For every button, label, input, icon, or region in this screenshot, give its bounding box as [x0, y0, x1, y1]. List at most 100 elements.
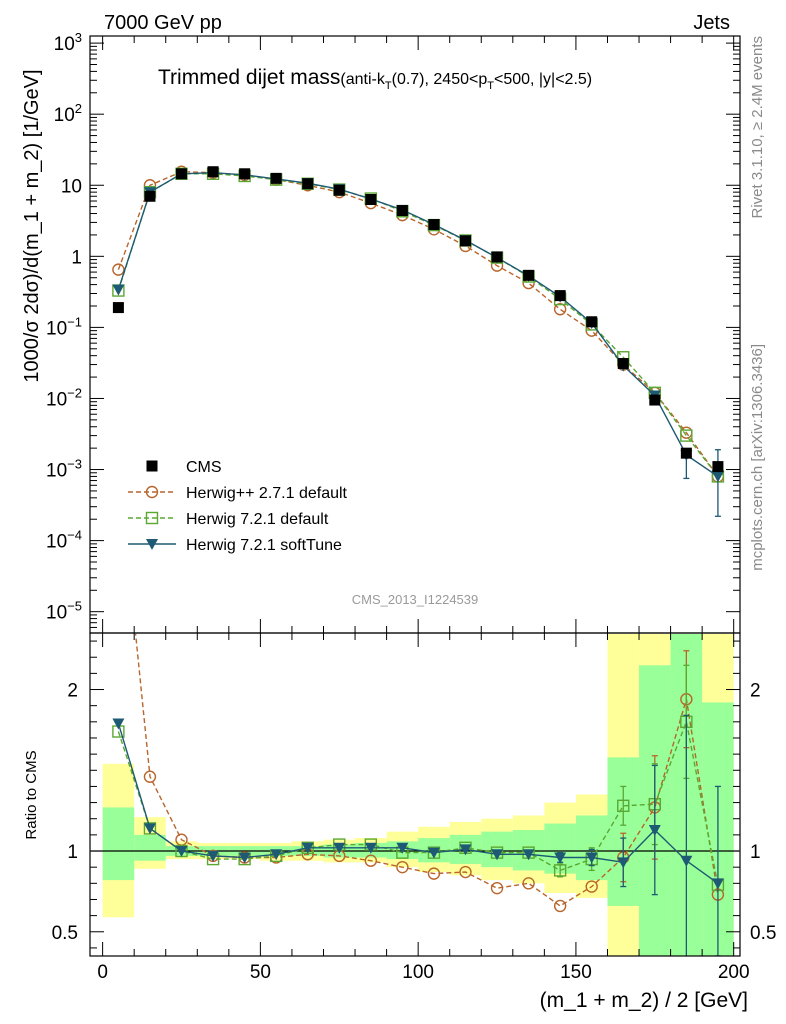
main-y-tick-base: 10 [54, 34, 75, 55]
main-y-tick-base: 10 [46, 461, 67, 482]
main-y-axis-label: 1000/σ 2dσ)/d(m_1 + m_2) [1/GeV] [21, 69, 43, 382]
main-series-line [117, 173, 719, 477]
legend-marker [145, 511, 159, 525]
main-point [176, 168, 188, 180]
ratio-point [711, 878, 724, 890]
main-point [680, 429, 693, 442]
ratio-point [238, 852, 251, 864]
x-tick-label: 150 [560, 962, 592, 983]
legend-label: Herwig 7.2.1 softTune [186, 537, 342, 554]
main-point [396, 205, 408, 217]
main-point [712, 461, 724, 473]
ratio-point [459, 865, 472, 879]
main-y-tick-exp: −1 [67, 314, 82, 329]
ratio-point [143, 823, 156, 835]
main-point [333, 184, 345, 196]
legend-item: CMS [146, 459, 222, 476]
ratio-y-tick-label-right: 1 [750, 842, 761, 863]
main-point [270, 172, 282, 184]
plot-title-sub-mid: (0.7), 2450<p [392, 71, 488, 88]
ratio-y-tick-label: 1 [67, 842, 78, 863]
ratio-point [553, 899, 567, 913]
ratio-point [585, 880, 598, 893]
ratio-point [585, 852, 598, 864]
main-series-line [117, 171, 719, 477]
main-point [554, 290, 566, 302]
plot-title-sub-t1: T [385, 80, 392, 92]
main-y-tick-exp: −3 [67, 457, 82, 472]
ratio-point [522, 849, 535, 861]
main-point [680, 447, 692, 459]
ratio-series-group [112, 458, 725, 956]
main-series [112, 166, 724, 473]
main-y-tick-exp: −2 [67, 385, 82, 400]
main-y-tick-base: 10 [46, 532, 67, 553]
ratio-y-tick-label: 0.5 [52, 923, 78, 944]
legend-item: Herwig 7.2.1 default [128, 511, 329, 528]
ratio-point [364, 842, 377, 854]
ratio-plot-frame [89, 632, 741, 957]
ratio-point [113, 458, 124, 469]
main-point [459, 235, 471, 247]
ratio-point [553, 864, 567, 877]
main-point [553, 303, 567, 316]
ratio-point [364, 854, 378, 867]
main-series [112, 165, 725, 483]
ratio-band-stat [102, 807, 135, 881]
main-series [112, 167, 725, 483]
ratio-point [112, 718, 125, 730]
main-y-tick-label: 10−2 [46, 385, 82, 410]
legend-marker [146, 539, 158, 550]
rivet-label: Rivet 3.1.10, ≥ 2.4M events [749, 36, 766, 219]
ratio-point [396, 842, 409, 854]
main-point [428, 219, 440, 231]
main-point [711, 471, 724, 483]
ratio-bands [91, 634, 739, 956]
main-y-tick-base: 10 [46, 318, 67, 339]
legend: CMS Herwig++ 2.7.1 default Herwig 7.2.1 de… [128, 459, 348, 554]
main-point [523, 269, 535, 281]
ratio-point [396, 860, 409, 874]
ratio-y-tick-label-right: 0.5 [750, 923, 776, 944]
main-y-tick-base: 10 [46, 389, 67, 410]
main-point [302, 178, 314, 190]
ratio-point [427, 847, 440, 859]
ratio-point [301, 842, 314, 854]
plot-title: Trimmed dijet mass(anti-kT(0.7), 2450<pT… [158, 66, 592, 92]
header-left: 7000 GeV pp [104, 12, 222, 34]
ratio-point [490, 881, 504, 895]
plot-title-sub-t2: T [487, 80, 494, 92]
watermark: CMS_2013_I1224539 [352, 592, 479, 607]
header-right: Jets [693, 12, 730, 34]
main-y-tick-label: 103 [54, 30, 82, 55]
x-axis-label: (m_1 + m_2) / 2 [GeV] [540, 989, 748, 1012]
ratio-point [491, 849, 504, 861]
legend-item: Herwig 7.2.1 softTune [128, 537, 342, 554]
ratio-y-axis-label: Ratio to CMS [23, 750, 40, 839]
ratio-point [522, 877, 535, 890]
main-point [365, 194, 377, 206]
main-point [112, 263, 125, 276]
main-point [617, 358, 629, 370]
plot-title-sub-pre: (anti-k [340, 71, 385, 88]
legend-label: Herwig++ 2.7.1 default [186, 485, 348, 502]
main-y-tick-label: 10−1 [46, 314, 82, 339]
ratio-series-line [117, 723, 719, 884]
main-y-tick-base: 1 [71, 247, 82, 268]
legend-marker [145, 485, 159, 499]
legend-marker [146, 460, 158, 472]
main-point [207, 166, 219, 178]
main-point [112, 302, 124, 314]
ratio-point [270, 849, 283, 861]
main-point [491, 251, 503, 263]
main-series-group [112, 165, 725, 517]
mcplots-label: mcplots.cern.ch [arXiv:1306.3436] [749, 344, 766, 571]
main-y-tick-base: 10 [61, 176, 82, 197]
ratio-point [648, 825, 661, 837]
ratio-point [680, 855, 693, 867]
main-y-tick-label: 102 [54, 101, 82, 126]
legend-item: Herwig++ 2.7.1 default [128, 485, 348, 502]
